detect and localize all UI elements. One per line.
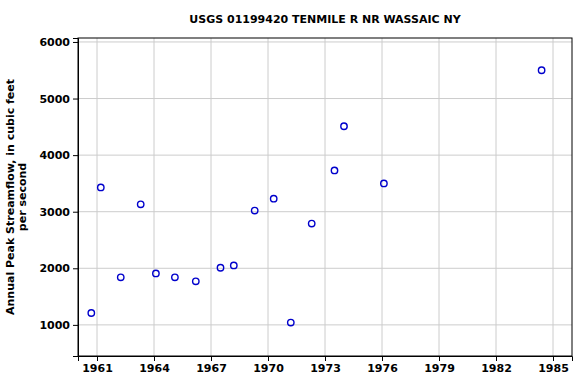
x-tick-mark [553,356,554,361]
y-tick: 5000 [39,93,78,106]
y-tick-mark [73,325,78,326]
x-axis: 1961 1964 1967 1970 1973 1976 1979 1982 1985 [79,356,573,375]
grid-line [78,324,572,325]
point [118,274,124,280]
y-tick-mark [73,42,78,43]
point [252,207,258,213]
grid-line [154,38,155,356]
y-tick: 2000 [39,262,78,275]
grid-line [78,155,572,156]
x-tick: 1976 [367,356,398,375]
y-tick-mark [73,155,78,156]
title: USGS 01199420 TENMILE R NR WASSAIC NY [189,13,461,26]
point [271,195,277,201]
point [138,201,144,207]
point [172,274,178,280]
grid [78,38,572,356]
y-tick-label: 4000 [39,149,70,162]
y-tick-label: 6000 [39,36,70,49]
grid-line [496,38,497,356]
point [217,265,223,271]
x-tick-label: 1967 [196,362,227,375]
y-tick: 3000 [39,206,78,219]
y-tick-label: 2000 [39,262,70,275]
x-tick-label: 1970 [253,362,284,375]
y-tick: 4000 [39,149,78,162]
point [231,262,237,268]
grid-line [268,38,269,356]
x-tick: 1973 [310,356,341,375]
y-tick: 1000 [39,319,78,332]
y-axis: 1000 2000 3000 4000 5000 6000 [39,36,78,357]
y-axis-line [73,39,79,357]
y-tick-mark [73,99,78,100]
y-tick-mark [73,212,78,213]
x-tick-label: 1964 [139,362,170,375]
y-tick-label: 3000 [39,206,70,219]
x-tick-mark [268,356,269,361]
grid-line [211,38,212,356]
grid-line [382,38,383,356]
x-tick: 1964 [139,356,170,375]
x-tick-mark [97,356,98,361]
grid-line [97,38,98,356]
x-tick-label: 1973 [310,362,341,375]
point [288,319,294,325]
x-tick: 1985 [538,356,569,375]
x-tick-label: 1985 [538,362,569,375]
point [309,220,315,226]
x-tick-label: 1979 [424,362,455,375]
chart: USGS 01199420 TENMILE R NR WASSAIC NY 196… [0,0,576,384]
x-tick-mark [496,356,497,361]
grid-line [78,98,572,99]
y-tick-label: 1000 [39,319,70,332]
point [153,270,159,276]
point [331,167,337,173]
point [381,180,387,186]
x-tick: 1982 [481,356,512,375]
x-tick-mark [325,356,326,361]
grid-line [325,38,326,356]
points [88,67,545,326]
grid-line [78,41,572,42]
grid-line [78,268,572,269]
grid-line [78,211,572,212]
point [98,184,104,190]
x-tick-label: 1976 [367,362,398,375]
x-tick-label: 1961 [82,362,113,375]
y-tick-mark [73,268,78,269]
grid-line [553,38,554,356]
point [193,278,199,284]
point [538,67,544,73]
x-tick: 1961 [82,356,113,375]
point [88,310,94,316]
x-tick-mark [154,356,155,361]
x-tick: 1979 [424,356,455,375]
x-tick: 1970 [253,356,284,375]
y-tick: 6000 [39,36,78,49]
x-tick-mark [439,356,440,361]
x-tick-label: 1982 [481,362,512,375]
grid-line [439,38,440,356]
plot-frame [78,38,572,356]
x-tick-mark [211,356,212,361]
x-tick-mark [382,356,383,361]
x-axis-line [79,357,573,362]
y-axis-title: per second [16,163,29,231]
x-tick: 1967 [196,356,227,375]
y-tick-label: 5000 [39,93,70,106]
point [341,123,347,129]
